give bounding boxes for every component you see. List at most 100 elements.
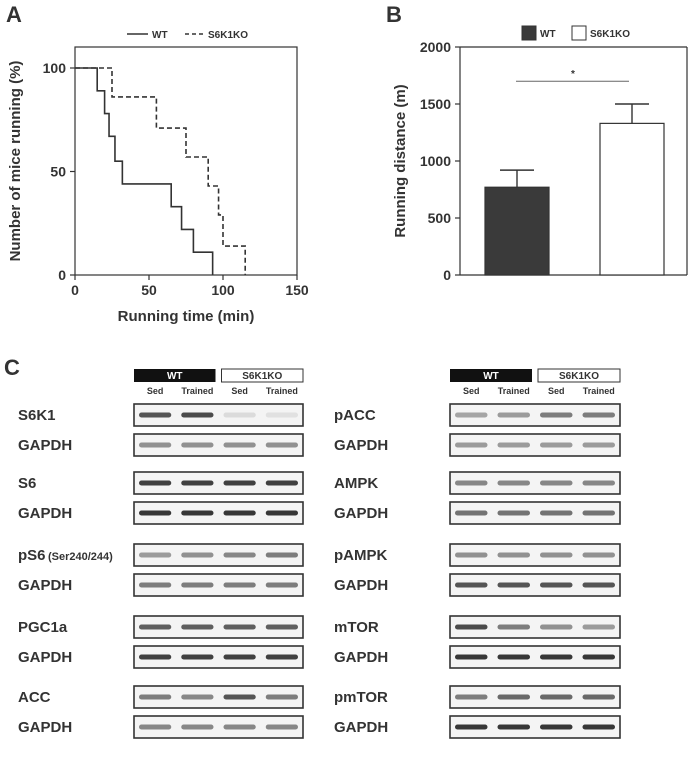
- panel-b-letter: B: [386, 2, 402, 27]
- blot-band: [265, 442, 298, 448]
- lane-label: Trained: [498, 386, 530, 396]
- blot-band: [497, 724, 530, 730]
- x-tick-label: 50: [141, 282, 157, 298]
- ko-group-label: S6K1KO: [242, 371, 282, 382]
- wt-group-label: WT: [483, 371, 499, 382]
- lane-label: Sed: [231, 386, 248, 396]
- blot-band: [455, 654, 488, 660]
- blot-label: GAPDH: [334, 649, 388, 666]
- blot-frame: [449, 645, 621, 669]
- blot-row-gapdh: GAPDH: [18, 645, 304, 669]
- blot-band: [181, 510, 214, 516]
- blot-band: [582, 480, 615, 486]
- ko-group-box: [537, 368, 621, 383]
- plot-frame: [74, 46, 298, 276]
- blot-band: [223, 624, 256, 630]
- western-blot-panel: WT S6K1KO Sed Trained Sed Trained S6K1 GAPDH S6 G…: [18, 368, 621, 739]
- blot-frame: [133, 403, 304, 427]
- blot-band: [540, 724, 573, 730]
- legend-ko-label: S6K1KO: [590, 29, 630, 40]
- blot-label: GAPDH: [334, 719, 388, 736]
- lane-label: Trained: [583, 386, 615, 396]
- bar-s6k1ko: [599, 122, 665, 276]
- blot-band: [139, 654, 172, 660]
- blot-band: [139, 510, 172, 516]
- blot-row-s6: S6: [18, 471, 304, 495]
- x-tick-label: 150: [285, 282, 309, 298]
- blot-band: [455, 480, 488, 486]
- ko-group-box: [221, 368, 304, 383]
- blot-band: [139, 582, 172, 588]
- y-tick-label: 0: [443, 267, 451, 283]
- blot-band: [181, 480, 214, 486]
- blot-band: [497, 480, 530, 486]
- blot-label: GAPDH: [334, 437, 388, 454]
- blot-band: [497, 510, 530, 516]
- blot-band: [139, 442, 172, 448]
- blot-frame: [133, 501, 304, 525]
- blot-frame: [449, 573, 621, 597]
- blot-row-gapdh: GAPDH: [18, 573, 304, 597]
- blot-row-pgc1a: PGC1a: [18, 615, 304, 639]
- blot-frame: [449, 433, 621, 457]
- blot-band: [455, 724, 488, 730]
- blot-band: [540, 510, 573, 516]
- wt-group-box: [134, 369, 216, 382]
- blot-row-gapdh: GAPDH: [18, 433, 304, 457]
- legend-ko-swatch: [571, 25, 587, 41]
- blot-sublabel: (Ser240/244): [48, 551, 113, 563]
- blot-label: GAPDH: [334, 577, 388, 594]
- blot-band: [455, 510, 488, 516]
- blot-band: [540, 624, 573, 630]
- blot-frame: [133, 573, 304, 597]
- blot-band: [139, 694, 172, 700]
- blot-band: [582, 654, 615, 660]
- blot-band: [265, 654, 298, 660]
- legend-wt-label: WT: [152, 30, 168, 41]
- blot-row-acc: ACC: [18, 685, 304, 709]
- blot-label: pS6: [18, 547, 46, 564]
- blot-band: [181, 724, 214, 730]
- blot-frame: [133, 615, 304, 639]
- legend: WT S6K1KO: [127, 30, 248, 41]
- blot-band: [223, 552, 256, 558]
- blot-label: pACC: [334, 407, 376, 424]
- x-axis-label: Running time (min): [118, 308, 255, 325]
- blot-frame: [133, 685, 304, 709]
- x-tick-label: 100: [211, 282, 235, 298]
- y-tick-label: 0: [58, 267, 66, 283]
- blot-band: [139, 480, 172, 486]
- blot-row-mtor: mTOR: [334, 615, 621, 639]
- blot-frame: [133, 433, 304, 457]
- blot-row-pampk: pAMPK: [334, 543, 621, 567]
- significance-marker: *: [571, 69, 575, 80]
- blot-band: [497, 694, 530, 700]
- series-line-s6k1ko: [75, 67, 246, 275]
- blot-band: [265, 582, 298, 588]
- y-tick-label: 1500: [420, 96, 451, 112]
- blot-frame: [449, 615, 621, 639]
- blot-band: [265, 694, 298, 700]
- y-axis-label: Running distance (m): [392, 84, 409, 237]
- blot-label: GAPDH: [334, 505, 388, 522]
- blot-band: [582, 582, 615, 588]
- blot-band: [265, 552, 298, 558]
- panel-a-letter: A: [6, 2, 22, 27]
- blot-label: GAPDH: [18, 437, 72, 454]
- blot-band: [582, 510, 615, 516]
- blot-band: [540, 582, 573, 588]
- blot-band: [497, 654, 530, 660]
- blot-band: [223, 510, 256, 516]
- blot-label: S6: [18, 475, 36, 492]
- blot-row-gapdh: GAPDH: [18, 715, 304, 739]
- blot-frame: [449, 685, 621, 709]
- blot-band: [223, 654, 256, 660]
- blot-band: [455, 552, 488, 558]
- blot-band: [497, 582, 530, 588]
- ko-group-label: S6K1KO: [559, 371, 599, 382]
- blot-frame: [449, 403, 621, 427]
- running-time-chart: 0 50 100 150 0 50 100 Running time (min) Numbe…: [7, 30, 309, 325]
- lane-label: Sed: [548, 386, 565, 396]
- blot-row-gapdh: GAPDH: [334, 645, 621, 669]
